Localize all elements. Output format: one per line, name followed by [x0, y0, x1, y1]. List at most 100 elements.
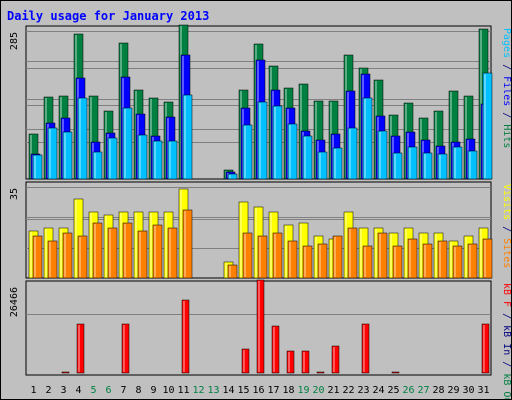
- bar-highlight: [360, 229, 362, 277]
- bar-highlight: [409, 148, 411, 178]
- bar-pages-4: [77, 97, 88, 180]
- bar-highlight: [483, 325, 485, 372]
- bar-sites-22: [347, 227, 358, 279]
- bar-highlight: [364, 247, 366, 277]
- bar-sites-16: [257, 235, 268, 279]
- x-tick-label: 6: [105, 385, 111, 396]
- bar-highlight: [319, 245, 321, 277]
- bar-kb-f-21: [331, 345, 340, 374]
- bar-highlight: [270, 213, 272, 277]
- bar-kb-f-18: [286, 350, 295, 374]
- bar-pages-1: [32, 154, 43, 180]
- bar-pages-29: [452, 146, 463, 180]
- x-tick-label: 9: [150, 385, 156, 396]
- panel-bottom: 26466 kB F / kB In / kB Out: [9, 279, 511, 399]
- bar-pages-28: [437, 153, 448, 180]
- bar-highlight: [484, 240, 486, 277]
- bar-highlight: [49, 129, 51, 178]
- bar-highlight: [34, 156, 36, 178]
- bar-sites-5: [92, 222, 103, 279]
- bar-highlight: [109, 229, 111, 277]
- legend-separator: /: [501, 58, 511, 76]
- bar-kb-f-15: [241, 348, 250, 374]
- bar-highlight: [454, 148, 456, 178]
- bar-highlight: [49, 242, 51, 277]
- bar-sites-30: [467, 243, 478, 279]
- x-tick-label: 12: [192, 385, 204, 396]
- legend-pages: Pages: [501, 28, 511, 58]
- bar-highlight: [469, 152, 471, 178]
- bar-kb-f-16: [256, 279, 265, 374]
- bar-sites-9: [152, 224, 163, 279]
- bar-highlight: [333, 347, 335, 372]
- bar-highlight: [450, 242, 452, 277]
- bar-pages-27: [422, 152, 433, 180]
- bar-highlight: [79, 99, 81, 178]
- bar-pages-8: [137, 134, 148, 180]
- bar-sites-6: [107, 227, 118, 279]
- bar-sites-10: [167, 227, 178, 279]
- panel-bottom-ymax-label: 26466: [9, 287, 20, 317]
- bar-highlight: [379, 234, 381, 277]
- bar-highlight: [424, 154, 426, 178]
- bar-highlight: [405, 229, 407, 277]
- bar-highlight: [45, 229, 47, 277]
- bar-highlight: [165, 213, 167, 277]
- bar-pages-19: [302, 135, 313, 180]
- bar-pages-10: [167, 140, 178, 180]
- bar-highlight: [30, 232, 32, 277]
- x-tick-label: 18: [282, 385, 294, 396]
- bar-kb-f-19: [301, 350, 310, 374]
- bar-sites-18: [287, 240, 298, 279]
- bar-pages-11: [182, 94, 193, 180]
- x-tick-label: 14: [222, 385, 234, 396]
- x-tick-label: 20: [312, 385, 324, 396]
- bar-highlight: [420, 234, 422, 277]
- bar-sites-28: [437, 240, 448, 279]
- bar-highlight: [120, 213, 122, 277]
- bar-highlight: [285, 226, 287, 277]
- panel-middle: 35 Visits / Sites: [9, 181, 511, 279]
- bar-highlight: [139, 232, 141, 277]
- x-tick-label: 25: [387, 385, 399, 396]
- bar-sites-21: [332, 235, 343, 279]
- bar-highlight: [183, 301, 185, 372]
- x-axis: 1 2 3 4 5 6 7 8 9 10 11 12 13 14 15 16 17 18 19 20 21 22 23 24 2…: [30, 385, 489, 396]
- x-tick-label: 7: [120, 385, 126, 396]
- bar-highlight: [435, 112, 437, 178]
- bar-sites-25: [392, 245, 403, 279]
- x-tick-label: 21: [327, 385, 339, 396]
- bar-highlight: [394, 247, 396, 277]
- bar-highlight: [469, 245, 471, 277]
- bar-highlight: [34, 237, 36, 277]
- bar-highlight: [289, 242, 291, 277]
- legend-separator: /: [501, 355, 511, 373]
- bar-highlight: [465, 97, 467, 178]
- x-tick-label: 23: [357, 385, 369, 396]
- x-tick-label: 10: [162, 385, 174, 396]
- bar-highlight: [94, 153, 96, 178]
- bar-highlight: [94, 224, 96, 277]
- bar-pages-24: [377, 130, 388, 180]
- legend-kb-in: kB In: [501, 325, 511, 355]
- bar-sites-27: [422, 243, 433, 279]
- x-tick-label: 17: [267, 385, 279, 396]
- bar-kb-f-7: [121, 323, 130, 374]
- bar-highlight: [274, 107, 276, 178]
- bar-pages-16: [257, 101, 268, 180]
- bar-highlight: [225, 263, 227, 277]
- bar-kb-f-11: [181, 299, 190, 374]
- legend-files: Files: [501, 76, 511, 106]
- panel-middle-legend: Visits / Sites: [501, 184, 511, 268]
- x-tick-label: 2: [45, 385, 51, 396]
- bar-highlight: [150, 213, 152, 277]
- legend-kb-out: kB Out: [501, 373, 511, 399]
- bar-highlight: [60, 229, 62, 277]
- bar-highlight: [78, 325, 80, 372]
- x-tick-label: 13: [207, 385, 219, 396]
- bar-pages-18: [287, 123, 298, 180]
- bar-highlight: [154, 226, 156, 277]
- bar-highlight: [169, 229, 171, 277]
- bar-highlight: [364, 99, 366, 178]
